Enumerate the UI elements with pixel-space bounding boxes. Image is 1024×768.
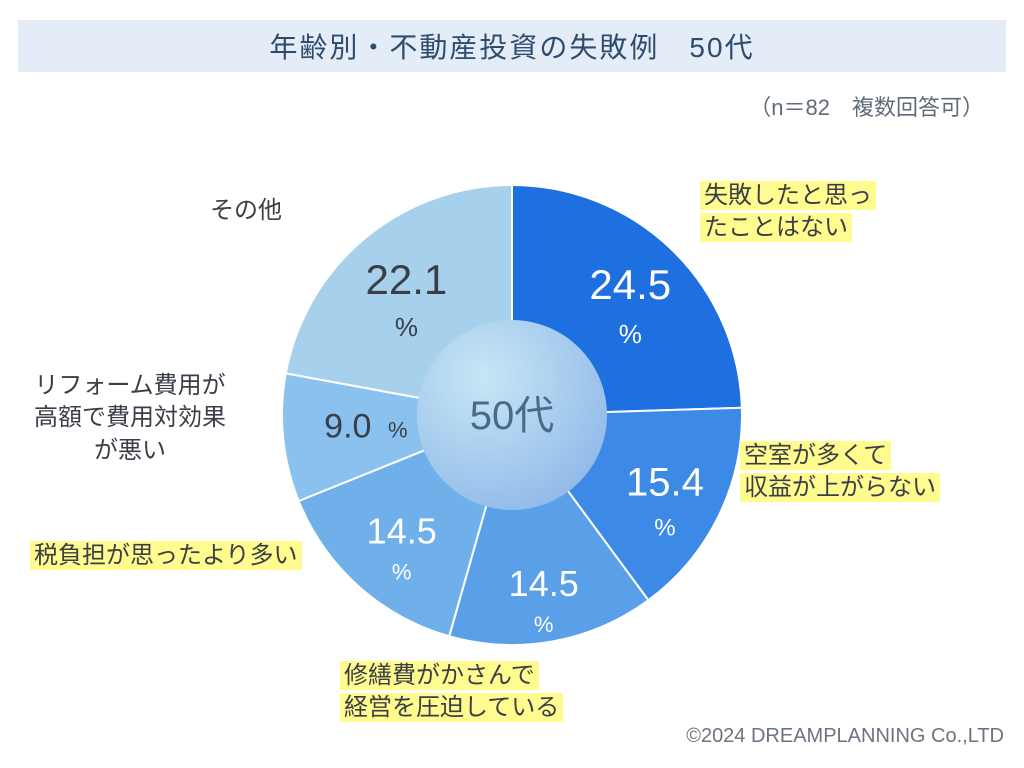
title-text: 年齢別・不動産投資の失敗例 50代	[269, 26, 754, 66]
slice-value: 14.5	[367, 511, 437, 552]
slice-percent-sign: %	[392, 560, 412, 585]
slice-percent-sign: %	[619, 319, 642, 349]
category-label: 修繕費がかさんで経営を圧迫している	[340, 660, 563, 725]
category-label: 空室が多くて収益が上がらない	[740, 440, 940, 505]
slice-value: 9.0	[324, 408, 371, 446]
category-label: 税負担が思ったより多い	[30, 540, 302, 572]
page-title: 年齢別・不動産投資の失敗例 50代	[18, 20, 1006, 72]
center-label: 50代	[470, 394, 555, 438]
slice-value: 14.5	[509, 563, 579, 604]
slice-percent-sign: %	[395, 312, 418, 342]
sample-size-note: （n＝82 複数回答可）	[749, 90, 984, 122]
copyright: ©2024 DREAMPLANNING Co.,LTD	[686, 725, 1004, 748]
slice-value: 15.4	[626, 460, 704, 504]
slice-value: 22.1	[366, 256, 448, 303]
slice-percent-sign: %	[534, 612, 554, 637]
slice-percent-sign: %	[654, 514, 675, 541]
slice-percent-sign: %	[388, 418, 408, 443]
category-label: 失敗したと思ったことはない	[700, 180, 876, 245]
category-label: その他	[210, 195, 282, 227]
slice-value: 24.5	[589, 261, 671, 308]
category-label: リフォーム費用が高額で費用対効果が悪い	[20, 370, 240, 467]
